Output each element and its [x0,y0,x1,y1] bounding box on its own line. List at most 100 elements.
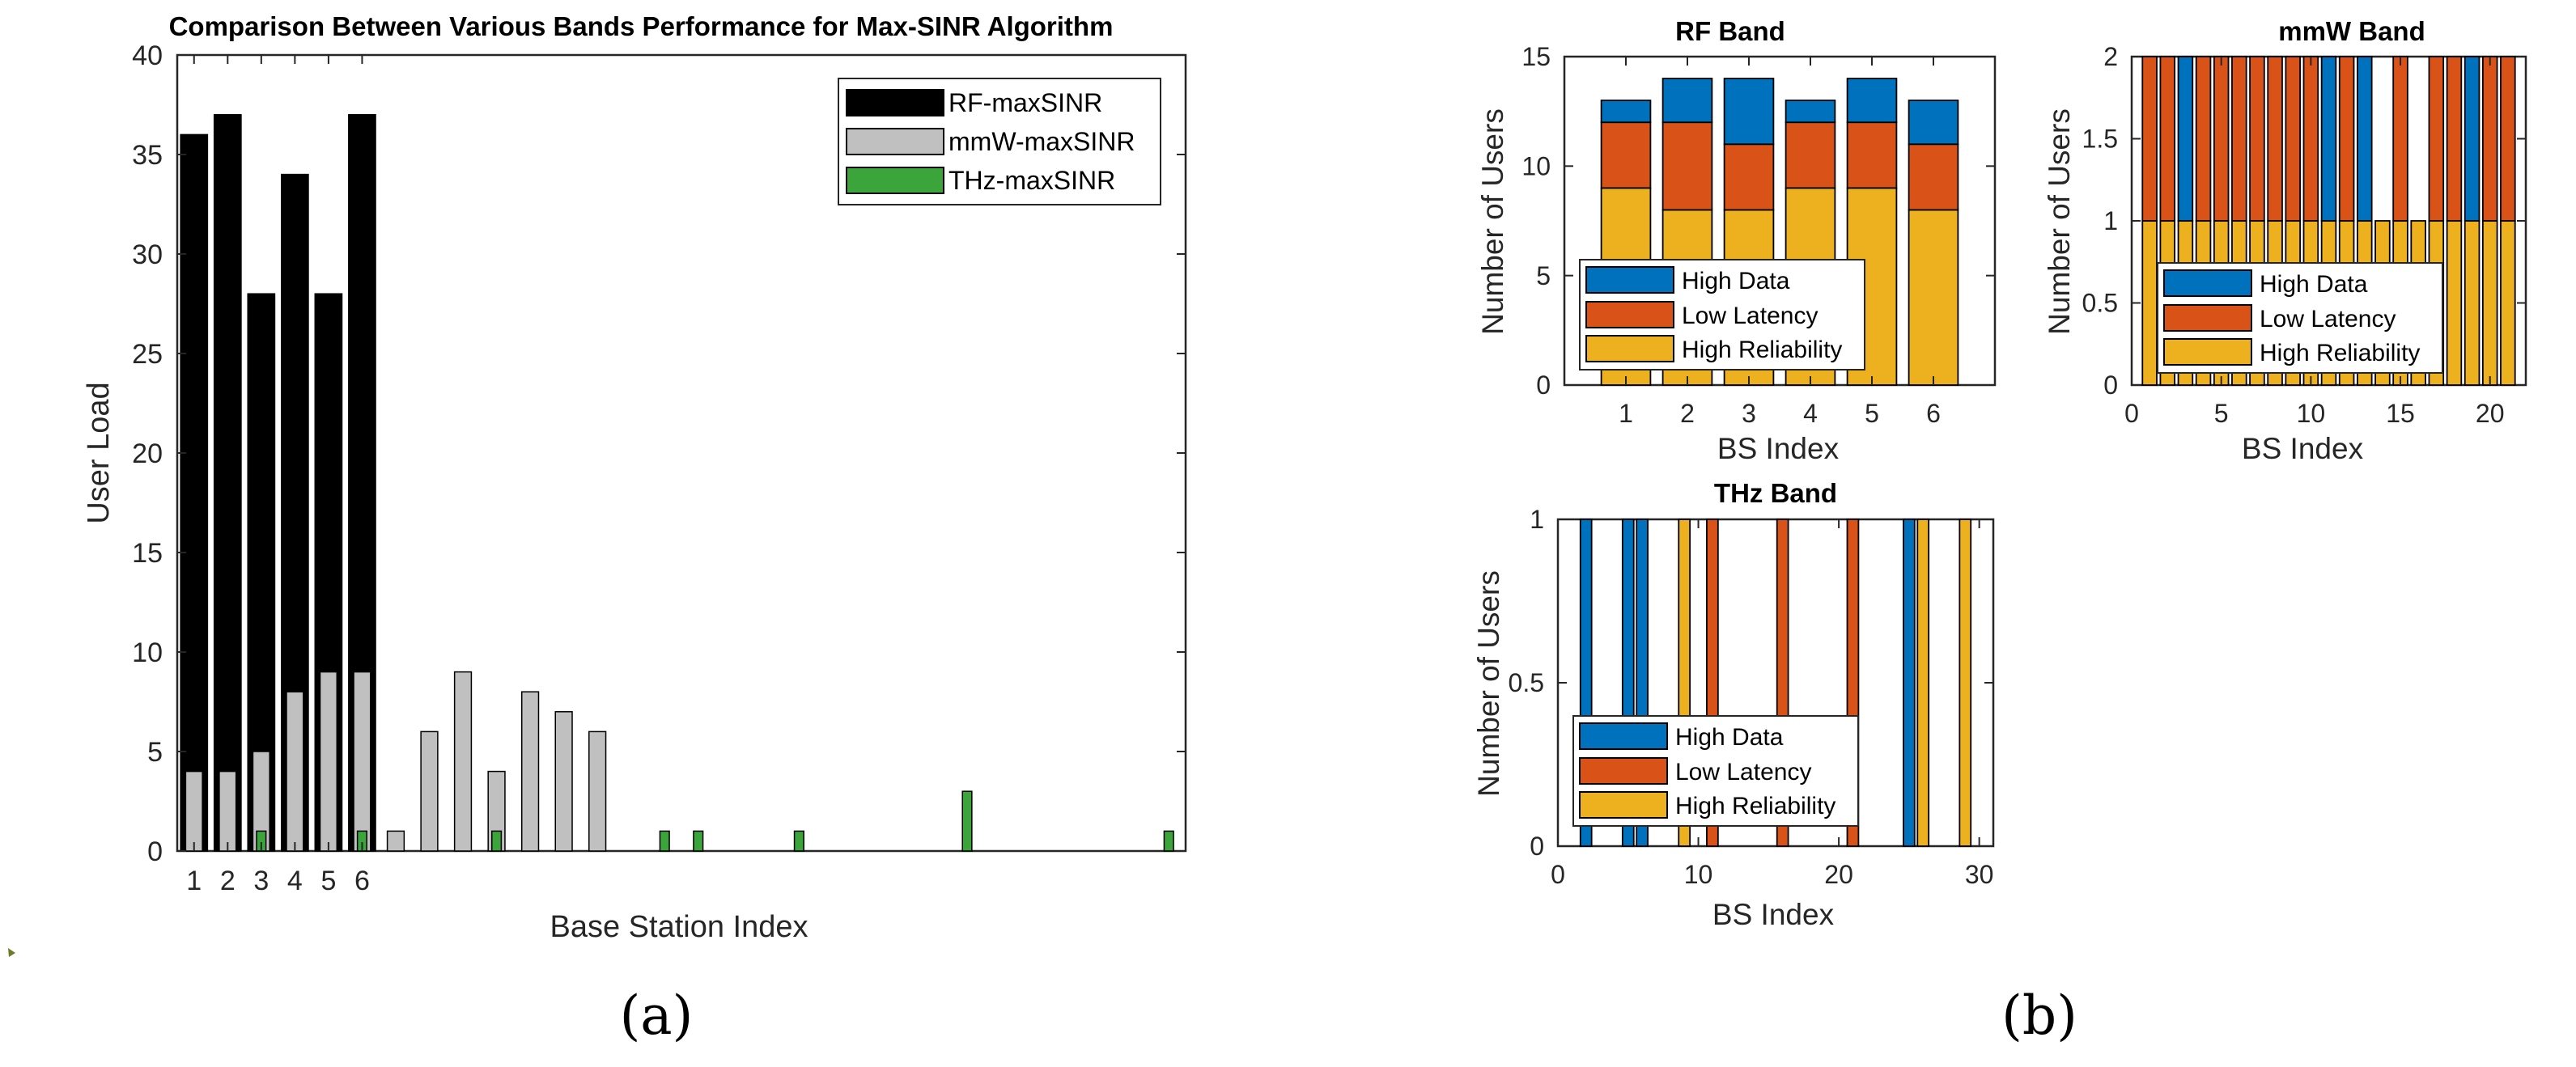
panel-a-xtick-label: 4 [287,866,303,896]
thz-legend-label-low-latency: Low Latency [1675,759,1811,785]
mmw-legend-label-high-reliability: High Reliability [2260,340,2420,366]
legend-swatch-rf [846,89,944,116]
legend-label-thz: THz-maxSINR [948,166,1115,195]
panel-thz-xtick-label: 10 [1684,860,1713,889]
panel-rf-legend: High Data Low Latency High Reliability [1579,259,1865,370]
mmw-bar-high-data-bs13 [2357,56,2373,222]
panel-thz-xtick-label: 0 [1551,860,1565,889]
mmw-legend-swatch-high-reliability [2163,338,2252,366]
mmw-bar-high-reliability-bs20 [2481,220,2498,386]
panel-mmw-legend: High Data Low Latency High Reliability [2157,262,2443,374]
panel-mmw-title: mmW Band [2278,16,2425,46]
panel-a-ytick-label: 35 [132,140,163,171]
mmw-bar-low-latency-bs6 [2231,56,2247,222]
panel-a-xtick-label: 6 [354,866,370,896]
panel-a-xlabel: Base Station Index [550,910,808,944]
bar-mmw-maxsinr-bs2 [219,770,237,852]
panel-mmw-ytick-label: 2 [2103,42,2118,71]
rf-bar-low-latency-bs4 [1785,121,1836,189]
panel-mmw: mmW Band 00.511.520 5 10 15 20 BS Index Numb… [2043,16,2527,465]
panel-thz-xtick-label: 20 [1824,860,1853,889]
mmw-bar-low-latency-bs8 [2267,56,2283,222]
panel-a-ytick-label: 20 [132,438,163,469]
rf-bar-high-data-bs4 [1785,100,1836,124]
bar-mmw-maxsinr-bs13 [588,730,607,852]
panel-a-legend: RF-maxSINR mmW-maxSINR THz-maxSINR [838,78,1161,205]
bar-mmw-maxsinr-bs7 [386,830,405,852]
panel-a-xtick-label: 2 [220,866,236,896]
thz-legend-swatch-high-reliability [1579,791,1668,819]
bar-mmw-maxsinr-bs5 [319,671,338,852]
bar-mmw-maxsinr-bs4 [286,691,304,852]
bar-thz-maxsinr-bs30 [1163,830,1174,852]
panel-a-ytick-label: 15 [132,538,163,569]
mmw-bar-low-latency-bs4 [2195,56,2212,222]
bar-mmw-maxsinr-bs8 [420,730,439,852]
bar-mmw-maxsinr-bs1 [185,770,203,852]
bar-mmw-maxsinr-bs11 [520,691,540,852]
panel-mmw-xtick-label: 10 [2297,399,2326,428]
panel-rf-ytick-label: 10 [1521,152,1551,181]
panel-rf: RF Band 0 5 10 15 1 2 3 4 5 6 BS Index Number of … [1476,16,1997,465]
thz-legend-label-high-data: High Data [1675,724,1784,751]
panel-rf-ytick-label: 15 [1521,42,1551,71]
rf-bar-high-reliability-bs6 [1908,209,1959,386]
rf-bar-high-data-bs1 [1600,100,1652,124]
panel-thz-title: THz Band [1714,478,1837,508]
rf-bar-low-latency-bs3 [1723,143,1775,211]
rf-bar-high-data-bs6 [1908,100,1959,146]
panel-a-ytick-label: 0 [147,836,163,867]
thz-legend-label-high-reliability: High Reliability [1675,793,1835,819]
panel-rf-xlabel: BS Index [1717,432,1840,465]
bar-mmw-maxsinr-bs6 [353,671,371,852]
panel-rf-ylabel: Number of Users [1476,108,1509,335]
bar-mmw-maxsinr-bs12 [554,711,573,852]
panel-thz-ytick-label: 0 [1530,832,1544,861]
panel-mmw-xtick-label: 20 [2476,399,2505,428]
bar-mmw-maxsinr-bs9 [453,671,473,852]
mmw-bar-low-latency-bs10 [2302,56,2319,222]
rf-bar-low-latency-bs5 [1846,121,1898,189]
rf-bar-high-data-bs5 [1846,78,1898,124]
rf-legend-label-low-latency: Low Latency [1682,303,1818,329]
panel-thz-xlabel: BS Index [1712,898,1835,931]
caption-a: (a) [620,984,694,1047]
panel-mmw-ytick-label: 0.5 [2082,289,2118,318]
rf-bar-low-latency-bs1 [1600,121,1652,189]
panel-rf-xtick-label: 4 [1803,399,1818,428]
mmw-bar-low-latency-bs20 [2481,56,2498,222]
mmw-legend-label-low-latency: Low Latency [2260,306,2396,332]
panel-thz-ticks: 00.510 10 20 30 [1509,505,1994,889]
bar-thz-maxsinr-bs15 [659,830,670,852]
rf-bar-low-latency-bs2 [1661,121,1713,211]
bar-thz-maxsinr-bs16 [693,830,704,852]
panel-mmw-ticks: 00.511.520 5 10 15 20 [2082,42,2526,428]
bar-rf-maxsinr-bs2 [213,114,242,852]
mmw-bar-high-data-bs3 [2177,56,2194,222]
mmw-bar-low-latency-bs5 [2213,56,2230,222]
legend-swatch-thz [846,167,944,194]
panel-rf-ytick-label: 0 [1536,370,1551,400]
panel-rf-ticks: 0 5 10 15 1 2 3 4 5 6 [1521,42,1995,428]
mmw-bar-high-reliability-bs18 [2446,220,2463,386]
mmw-bar-high-reliability-bs1 [2141,220,2158,386]
panel-rf-xtick-label: 1 [1619,399,1633,428]
rf-bar-high-data-bs2 [1661,78,1713,124]
mmw-bar-high-data-bs19 [2464,56,2481,222]
panel-thz-ylabel: Number of Users [1472,570,1505,797]
panel-rf-ytick-label: 5 [1536,261,1551,290]
panel-mmw-xlabel: BS Index [2242,432,2364,465]
mmw-bar-high-data-bs11 [2320,56,2337,222]
panel-a-xtick-label: 5 [320,866,336,896]
panel-mmw-xtick-label: 15 [2386,399,2415,428]
rf-legend-label-high-data: High Data [1682,268,1790,294]
legend-label-mmw: mmW-maxSINR [948,127,1135,156]
mmw-legend-swatch-low-latency [2163,304,2252,332]
panel-rf-xtick-label: 5 [1865,399,1879,428]
mmw-legend-label-high-data: High Data [2260,271,2368,298]
thz-bar-high-data-bs25 [1903,519,1916,847]
bar-thz-maxsinr-bs24 [961,790,973,852]
bar-rf-maxsinr-bs1 [180,133,209,852]
panel-mmw-xtick-label: 5 [2214,399,2229,428]
